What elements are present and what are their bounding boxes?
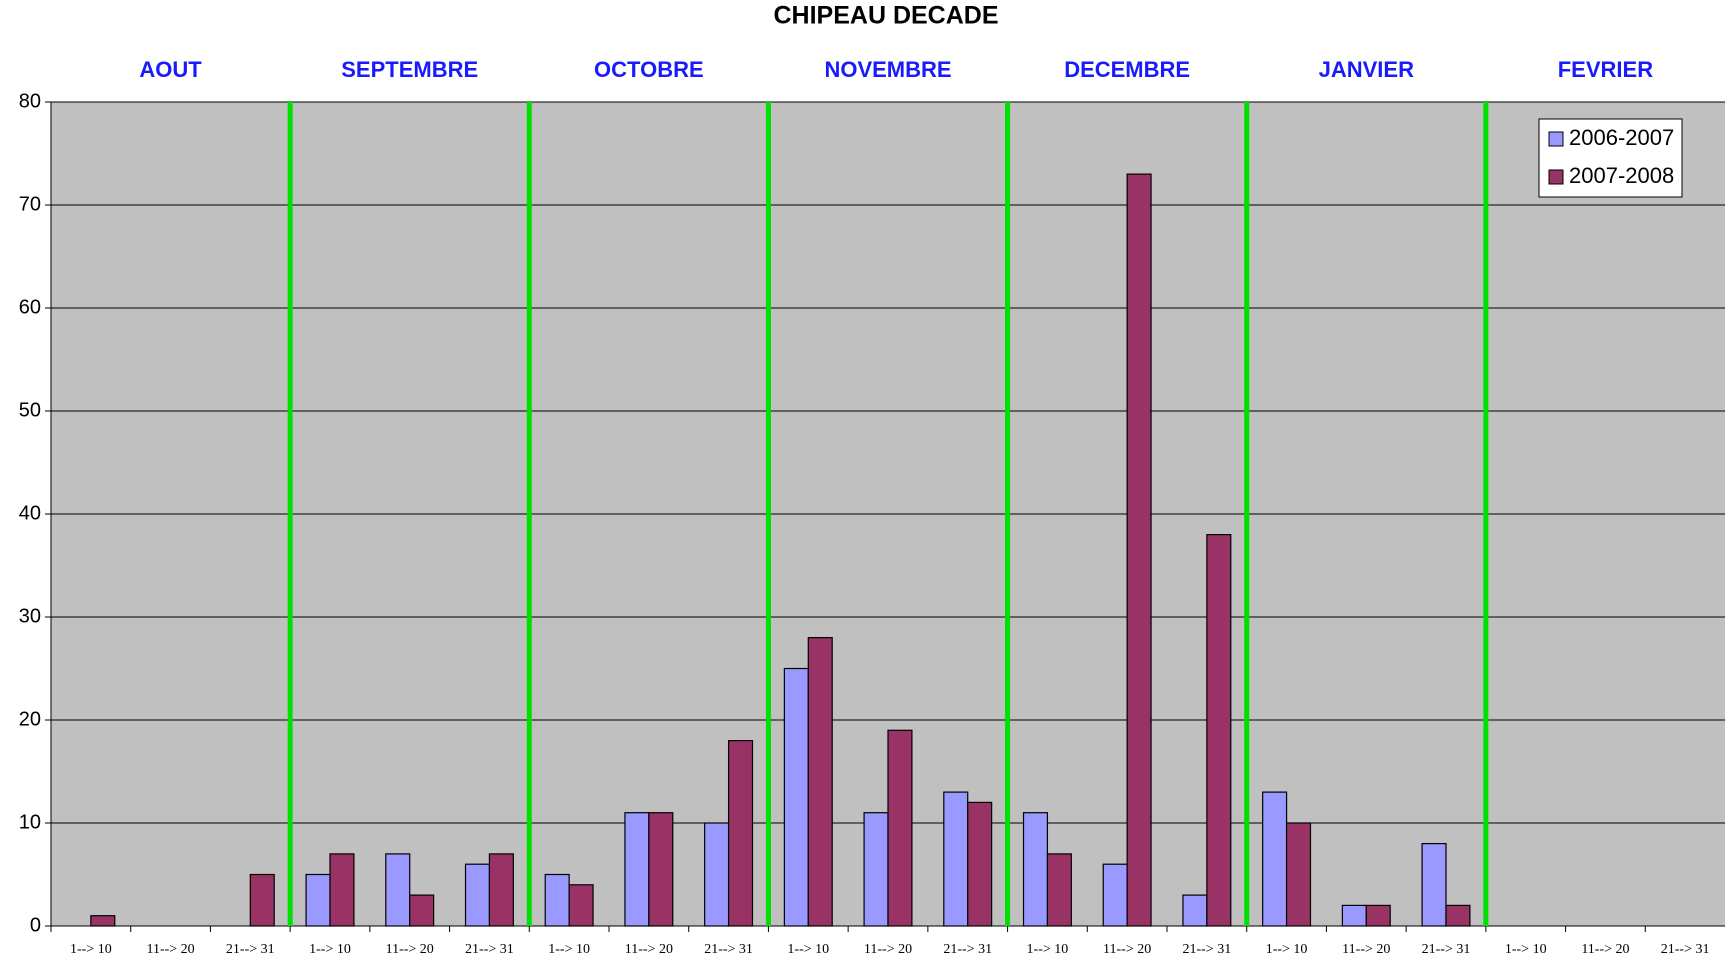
x-tick-label: 21--> 31	[465, 942, 514, 957]
bar	[305, 873, 331, 927]
legend-swatch	[1548, 169, 1564, 185]
x-tick-label: 1--> 10	[548, 942, 590, 957]
y-tick-label: 40	[19, 502, 41, 524]
chart-title: CHIPEAU DECADE	[773, 2, 998, 30]
bar	[249, 873, 275, 927]
month-label: AOUT	[139, 57, 202, 82]
bar	[544, 873, 570, 927]
month-label: NOVEMBRE	[824, 57, 951, 82]
bar	[1022, 812, 1049, 927]
bar	[385, 853, 411, 927]
bar	[727, 739, 754, 927]
bar	[704, 822, 730, 927]
x-tick-label: 21--> 31	[943, 942, 992, 957]
x-tick-label: 11--> 20	[1103, 942, 1151, 957]
bar	[488, 853, 514, 927]
x-tick-label: 21--> 31	[704, 942, 753, 957]
bar	[1182, 894, 1208, 927]
bar	[90, 915, 116, 927]
month-label: FEVRIER	[1558, 57, 1653, 82]
x-tick-label: 11--> 20	[864, 942, 912, 957]
bar	[1421, 842, 1447, 927]
legend-swatch	[1548, 131, 1564, 147]
month-label: DECEMBRE	[1064, 57, 1190, 82]
month-label: JANVIER	[1319, 57, 1414, 82]
x-tick-label: 11--> 20	[625, 942, 673, 957]
month-label: SEPTEMBRE	[341, 57, 478, 82]
x-tick-label: 21--> 31	[226, 942, 275, 957]
legend-label: 2006-2007	[1569, 125, 1674, 150]
bar	[863, 812, 889, 927]
bar	[624, 812, 650, 927]
x-tick-label: 1--> 10	[1266, 942, 1308, 957]
x-tick-label: 11--> 20	[1342, 942, 1390, 957]
x-tick-label: 21--> 31	[1661, 942, 1710, 957]
bar	[887, 729, 913, 927]
x-tick-label: 1--> 10	[70, 942, 112, 957]
x-tick-label: 1--> 10	[1505, 942, 1547, 957]
bar	[568, 884, 594, 927]
bar	[1365, 904, 1391, 927]
bar	[409, 894, 435, 927]
bar	[329, 853, 355, 927]
bar	[1046, 853, 1072, 927]
bar	[1126, 173, 1152, 927]
bar	[1341, 904, 1367, 927]
x-tick-label: 21--> 31	[1182, 942, 1231, 957]
bar	[464, 863, 491, 927]
bar	[1102, 863, 1128, 927]
bar	[1262, 791, 1288, 927]
y-tick-label: 80	[19, 90, 41, 112]
bar	[1206, 533, 1232, 927]
bar	[783, 667, 809, 927]
y-tick-label: 0	[30, 914, 41, 936]
month-label: OCTOBRE	[594, 57, 704, 82]
bar	[1285, 822, 1312, 927]
bar	[1445, 904, 1471, 927]
legend-label: 2007-2008	[1569, 163, 1674, 188]
bar	[648, 812, 674, 927]
bar	[967, 801, 993, 927]
y-tick-label: 60	[19, 296, 41, 318]
x-tick-label: 11--> 20	[146, 942, 194, 957]
bar	[943, 791, 969, 927]
bar	[807, 636, 833, 927]
y-tick-label: 20	[19, 708, 41, 730]
x-tick-label: 1--> 10	[309, 942, 351, 957]
x-tick-label: 21--> 31	[1422, 942, 1471, 957]
x-tick-label: 1--> 10	[787, 942, 829, 957]
x-tick-label: 11--> 20	[1581, 942, 1629, 957]
y-tick-label: 10	[19, 811, 41, 833]
y-tick-label: 50	[19, 399, 41, 421]
y-tick-label: 30	[19, 605, 41, 627]
y-tick-label: 70	[19, 193, 41, 215]
x-tick-label: 11--> 20	[386, 942, 434, 957]
x-tick-label: 1--> 10	[1027, 942, 1069, 957]
